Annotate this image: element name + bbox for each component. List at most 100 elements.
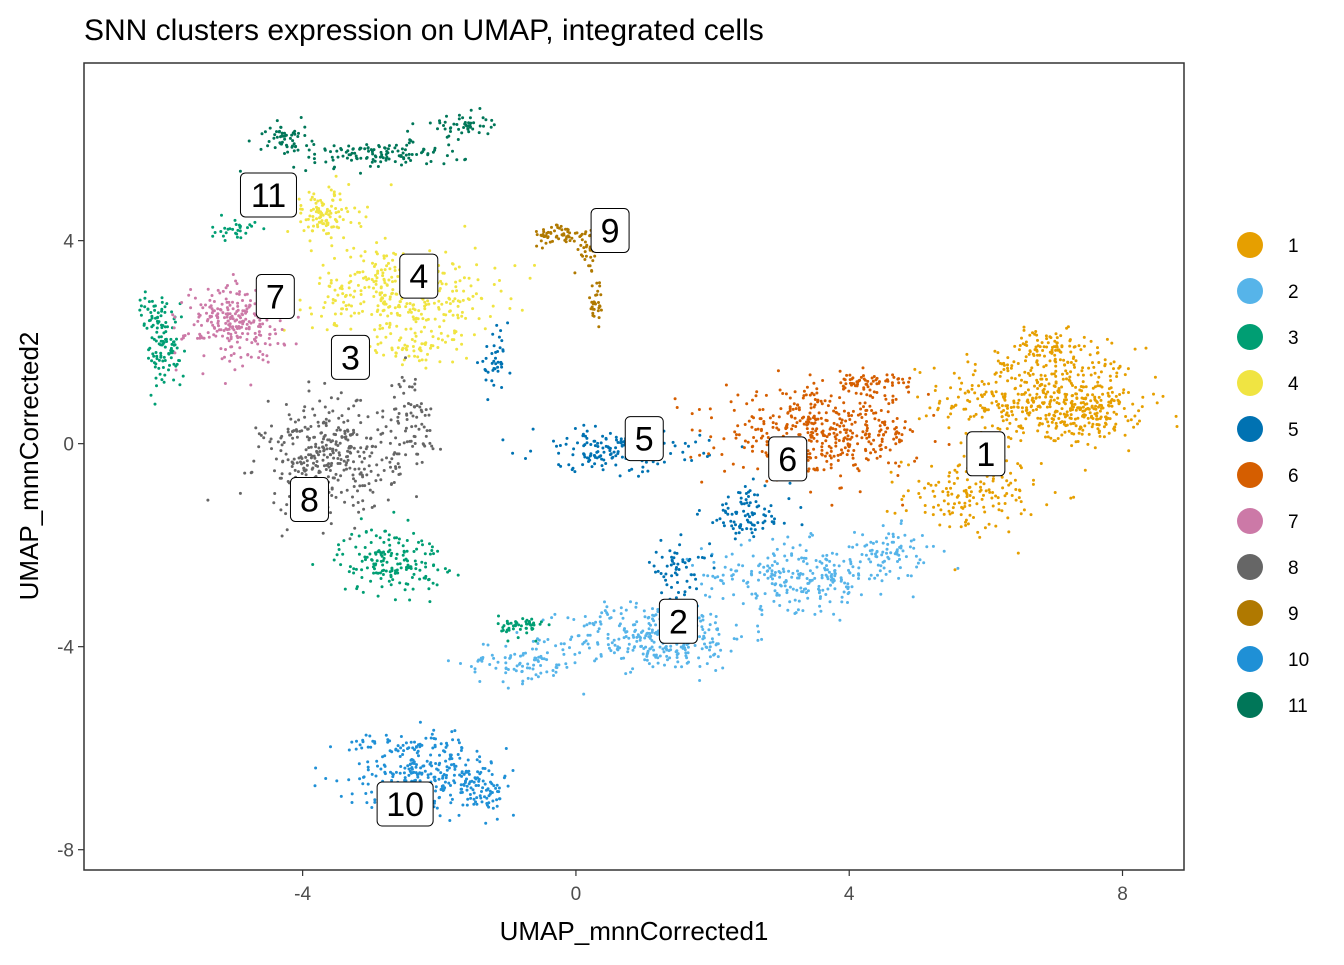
point-cluster-8-439 — [405, 418, 409, 421]
point-cluster-6-204 — [821, 432, 825, 436]
point-cluster-10-103 — [450, 730, 454, 734]
point-cluster-3-264 — [364, 530, 368, 534]
point-cluster-2-675 — [903, 533, 907, 537]
point-cluster-10-246 — [408, 763, 412, 766]
point-cluster-11-141 — [436, 127, 439, 131]
point-cluster-4-3 — [533, 263, 536, 267]
point-cluster-3-203 — [382, 540, 386, 544]
point-cluster-9-46 — [546, 230, 550, 234]
point-cluster-10-182 — [444, 776, 448, 780]
point-cluster-3-144 — [421, 543, 424, 547]
point-cluster-7-1 — [212, 300, 216, 303]
point-cluster-4-485 — [314, 201, 318, 205]
point-cluster-1-422 — [1005, 418, 1009, 422]
point-cluster-7-156 — [261, 358, 265, 362]
point-cluster-6-319 — [746, 440, 750, 444]
point-cluster-2-677 — [885, 551, 888, 555]
point-cluster-10-17 — [415, 763, 418, 767]
point-cluster-6-329 — [804, 393, 808, 397]
point-cluster-2-272 — [609, 649, 613, 653]
point-cluster-1-366 — [1044, 363, 1048, 367]
point-cluster-1-407 — [1175, 425, 1179, 428]
point-cluster-2-17 — [708, 623, 712, 627]
point-cluster-6-477 — [905, 385, 909, 389]
point-cluster-1-806 — [1074, 359, 1078, 363]
point-cluster-2-277 — [650, 645, 654, 649]
point-cluster-5-37 — [681, 450, 685, 454]
point-cluster-10-11 — [458, 756, 462, 760]
point-cluster-1-543 — [1161, 394, 1165, 398]
point-cluster-2-521 — [797, 557, 801, 561]
point-cluster-1-695 — [951, 506, 955, 510]
point-cluster-4-288 — [451, 299, 455, 303]
point-cluster-2-404 — [787, 569, 791, 573]
point-cluster-8-183 — [238, 491, 242, 495]
legend-label-4: 4 — [1288, 374, 1299, 395]
point-cluster-1-312 — [1044, 435, 1047, 439]
point-cluster-8-441 — [413, 435, 417, 439]
point-cluster-1-372 — [1129, 418, 1133, 422]
point-cluster-9-71 — [579, 243, 583, 247]
point-cluster-1-558 — [1086, 416, 1090, 420]
point-cluster-8-354 — [336, 444, 340, 447]
point-cluster-7-201 — [229, 290, 232, 294]
point-cluster-3-211 — [428, 552, 432, 556]
point-cluster-8-129 — [368, 488, 372, 492]
point-cluster-8-193 — [335, 428, 339, 432]
point-cluster-5-268 — [772, 520, 776, 524]
point-cluster-3-343 — [547, 623, 551, 627]
point-cluster-3-135 — [423, 552, 427, 556]
point-cluster-1-628 — [917, 479, 921, 483]
point-cluster-6-286 — [878, 454, 882, 458]
point-cluster-2-615 — [542, 640, 546, 644]
point-cluster-10-64 — [423, 769, 427, 773]
point-cluster-1-667 — [1053, 491, 1057, 494]
point-cluster-8-13 — [339, 474, 343, 478]
point-cluster-3-195 — [354, 545, 358, 549]
point-cluster-10-250 — [414, 771, 418, 775]
point-cluster-3-235 — [379, 577, 383, 580]
point-cluster-5-154 — [596, 441, 600, 445]
point-cluster-2-506 — [748, 538, 752, 542]
point-cluster-2-19 — [703, 642, 706, 646]
point-cluster-1-156 — [986, 408, 990, 412]
point-cluster-10-301 — [466, 797, 470, 801]
cluster-label-box-8 — [289, 476, 329, 522]
point-cluster-7-145 — [227, 327, 231, 331]
point-cluster-2-557 — [731, 573, 735, 577]
point-cluster-7-198 — [221, 311, 225, 315]
point-cluster-4-225 — [429, 329, 433, 333]
point-cluster-8-343 — [348, 537, 352, 541]
point-cluster-1-356 — [1006, 369, 1010, 373]
point-cluster-1-357 — [966, 360, 970, 364]
point-cluster-5-69 — [564, 442, 568, 446]
point-cluster-6-42 — [820, 422, 824, 426]
point-cluster-3-361 — [244, 231, 248, 235]
point-cluster-9-66 — [593, 254, 597, 258]
point-cluster-3-154 — [406, 518, 410, 522]
point-cluster-1-51 — [984, 390, 988, 394]
point-cluster-2-159 — [648, 636, 652, 640]
point-cluster-1-30 — [1093, 371, 1097, 375]
point-cluster-6-97 — [832, 409, 836, 413]
point-cluster-5-213 — [756, 493, 760, 497]
point-cluster-3-349 — [497, 614, 500, 618]
point-cluster-1-243 — [999, 370, 1003, 374]
point-cluster-1-681 — [1014, 488, 1018, 491]
point-cluster-4-99 — [513, 264, 517, 268]
point-cluster-2-166 — [702, 634, 706, 638]
point-cluster-6-155 — [808, 452, 812, 456]
point-cluster-1-134 — [1063, 430, 1067, 434]
point-cluster-4-287 — [359, 254, 363, 258]
point-cluster-6-464 — [861, 366, 865, 370]
point-cluster-2-276 — [616, 645, 620, 649]
point-cluster-8-271 — [396, 462, 400, 466]
legend-label-2: 2 — [1288, 282, 1299, 303]
point-cluster-2-449 — [857, 573, 861, 577]
point-cluster-11-96 — [384, 157, 388, 160]
point-cluster-7-152 — [220, 302, 224, 306]
point-cluster-5-102 — [531, 427, 535, 431]
legend-item-5: 5 — [1237, 416, 1299, 442]
point-cluster-1-637 — [946, 502, 950, 506]
point-cluster-2-559 — [823, 566, 827, 570]
